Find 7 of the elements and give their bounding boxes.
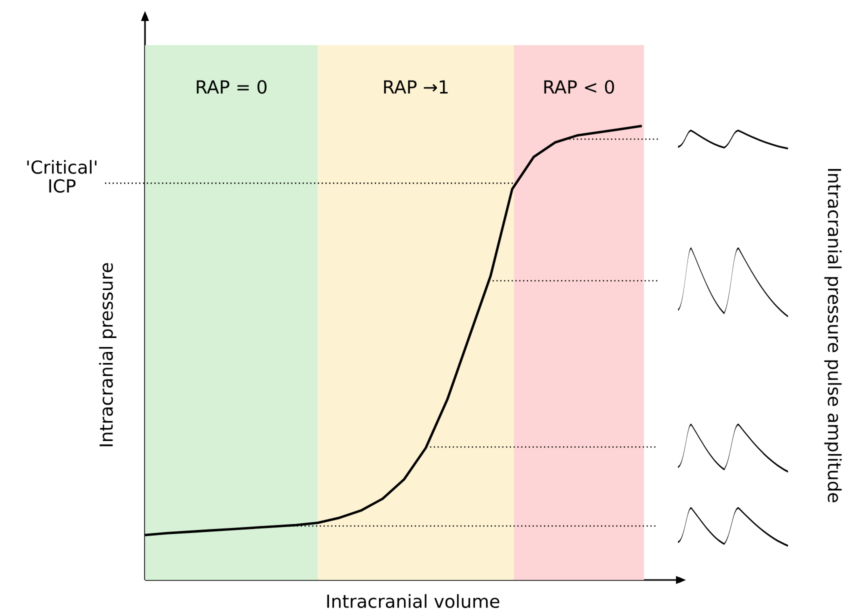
text: RAP < 0 bbox=[544, 80, 614, 94]
text: RAP →1 bbox=[384, 80, 448, 94]
text: Intracranial pressure pulse amplitude bbox=[824, 169, 842, 502]
ref-line-label: 'Critical' ICP bbox=[27, 160, 96, 193]
y-axis-title: Intracranial pressure bbox=[99, 263, 116, 446]
x-axis-title: Intracranial volume bbox=[327, 594, 500, 608]
text: RAP = 0 bbox=[196, 80, 267, 94]
